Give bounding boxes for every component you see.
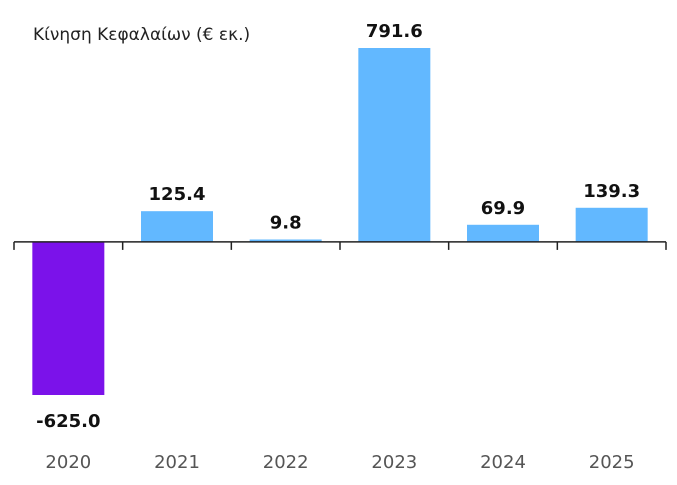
bar xyxy=(32,241,105,395)
bar xyxy=(141,211,213,242)
x-tick-label: 2022 xyxy=(263,452,309,473)
bar xyxy=(358,48,431,242)
bar xyxy=(575,207,648,242)
x-tick-label: 2024 xyxy=(480,452,526,473)
value-label: 9.8 xyxy=(270,213,302,234)
chart-title: Κίνηση Κεφαλαίων (€ εκ.) xyxy=(33,25,250,45)
x-tick-label: 2023 xyxy=(371,452,417,473)
bar xyxy=(249,239,322,242)
x-tick-label: 2021 xyxy=(154,452,200,473)
value-label: 139.3 xyxy=(583,181,640,202)
value-label: 125.4 xyxy=(149,184,206,205)
bar xyxy=(467,224,539,242)
x-tick-label: 2020 xyxy=(45,452,91,473)
value-label: -625.0 xyxy=(36,411,100,432)
x-tick-label: 2025 xyxy=(589,452,635,473)
value-label: 69.9 xyxy=(481,198,525,219)
value-label: 791.6 xyxy=(366,21,423,42)
